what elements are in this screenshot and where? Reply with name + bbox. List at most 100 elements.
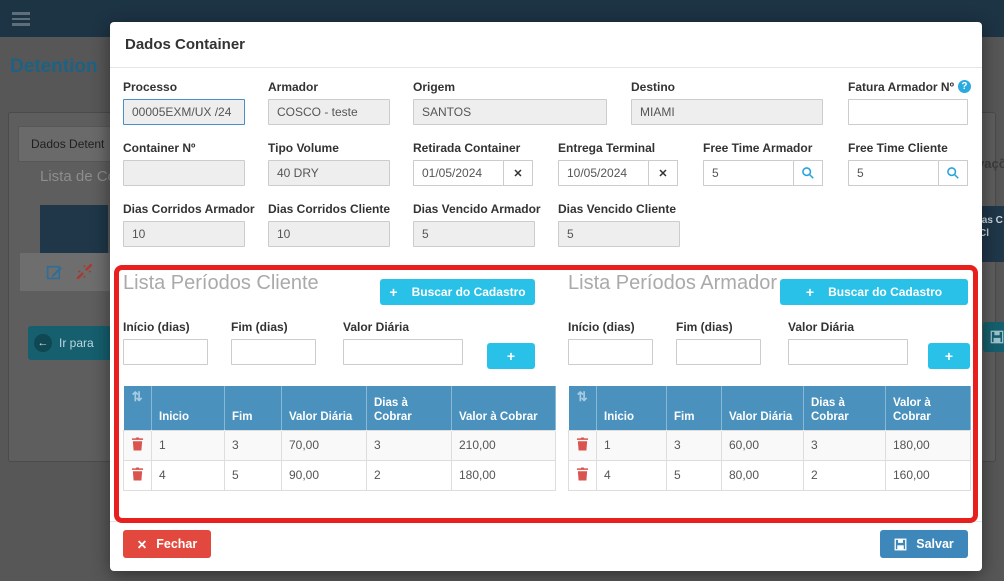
origem-field-group: Origem — [413, 80, 607, 125]
processo-input[interactable] — [123, 99, 245, 125]
edit-icon[interactable] — [46, 263, 63, 280]
lista-periodos-armador-title: Lista Períodos Armador — [568, 272, 777, 294]
floppy-icon — [894, 538, 907, 550]
armador-fim-input[interactable] — [676, 339, 761, 365]
menu-icon[interactable] — [12, 12, 30, 26]
fatura-label: Fatura Armador Nº? — [848, 80, 971, 94]
dados-container-modal: Dados Container Processo Armador Origem … — [110, 22, 982, 571]
tipo-volume-input — [268, 160, 390, 186]
dias-vencido-armador-input — [413, 221, 535, 247]
armador-inicio-field-group: Início (dias) — [568, 320, 653, 365]
free-time-cliente-field-group: Free Time Cliente — [848, 141, 968, 186]
fechar-button[interactable]: ✕ Fechar — [123, 530, 211, 558]
armador-row1-delete-button[interactable] — [576, 437, 589, 451]
free-time-cliente-search-button[interactable] — [938, 160, 968, 186]
table-row: 4 5 80,00 2 160,00 — [568, 459, 971, 491]
entrega-label: Entrega Terminal — [558, 141, 656, 155]
armador-col-valor-cobrar: Valor à Cobrar — [885, 386, 971, 430]
background-text-fragment: vaçõe — [977, 156, 1004, 171]
processo-label: Processo — [123, 80, 178, 94]
cliente-inicio-input[interactable] — [123, 339, 208, 365]
cliente-col-dias-cobrar: Dias à Cobrar — [366, 386, 452, 430]
cliente-inicio-field-group: Início (dias) — [123, 320, 208, 365]
free-time-cliente-input[interactable] — [848, 160, 938, 186]
tipo-volume-field-group: Tipo Volume — [268, 141, 390, 186]
buscar-cadastro-armador-button[interactable]: + Buscar do Cadastro — [780, 279, 968, 305]
table-row: 1 3 70,00 3 210,00 — [123, 429, 556, 461]
cliente-valor-label: Valor Diária — [343, 320, 410, 334]
armador-fim-field-group: Fim (dias) — [676, 320, 761, 365]
entrega-field-group: Entrega Terminal ✕ — [558, 141, 678, 186]
sort-icon: ⇅ — [131, 389, 143, 404]
background-table-header-cell — [40, 205, 108, 253]
cliente-inicio-label: Início (dias) — [123, 320, 190, 334]
table-row: 1 3 60,00 3 180,00 — [568, 429, 971, 461]
cliente-col-valor-cobrar: Valor à Cobrar — [451, 386, 556, 430]
armador-add-periodo-button[interactable]: + — [928, 343, 970, 369]
help-icon[interactable]: ? — [957, 80, 971, 93]
tipo-volume-label: Tipo Volume — [268, 141, 339, 155]
retirada-date-input[interactable] — [413, 160, 503, 186]
armador-row2-delete-button[interactable] — [576, 467, 589, 481]
buscar-cadastro-cliente-button[interactable]: + Buscar do Cadastro — [380, 279, 535, 305]
armador-valor-label: Valor Diária — [788, 320, 855, 334]
retirada-clear-button[interactable]: ✕ — [503, 160, 533, 186]
armador-sort-header[interactable]: ⇅ — [568, 386, 597, 430]
cliente-row2-delete-button[interactable] — [131, 467, 144, 481]
dias-vencido-cliente-input — [558, 221, 680, 247]
trash-icon — [576, 437, 589, 450]
container-field-group: Container Nº — [123, 141, 245, 186]
dias-corridos-armador-field-group: Dias Corridos Armador — [123, 202, 255, 247]
dias-vencido-cliente-label: Dias Vencido Cliente — [558, 202, 677, 216]
armador-inicio-input[interactable] — [568, 339, 653, 365]
cliente-fim-label: Fim (dias) — [231, 320, 288, 334]
lista-periodos-cliente-title: Lista Períodos Cliente — [123, 272, 319, 294]
dias-corridos-cliente-label: Dias Corridos Cliente — [268, 202, 391, 216]
cliente-col-inicio: Inicio — [151, 386, 225, 430]
unlink-icon[interactable] — [76, 263, 93, 280]
armador-col-valor-diaria: Valor Diária — [721, 386, 804, 430]
armador-fim-label: Fim (dias) — [676, 320, 733, 334]
trash-icon — [131, 437, 144, 450]
page-title: Detention — [10, 56, 98, 77]
dias-corridos-armador-label: Dias Corridos Armador — [123, 202, 255, 216]
close-icon: ✕ — [136, 537, 148, 552]
background-save-button-fragment[interactable] — [983, 322, 1004, 352]
modal-title: Dados Container — [125, 36, 246, 53]
clear-icon: ✕ — [658, 167, 668, 180]
clear-icon: ✕ — [513, 167, 523, 180]
dias-corridos-cliente-field-group: Dias Corridos Cliente — [268, 202, 390, 247]
fatura-input[interactable] — [848, 99, 968, 125]
cliente-row1-delete-button[interactable] — [131, 437, 144, 451]
modal-header: Dados Container — [110, 22, 982, 68]
ir-para-label: Ir para — [59, 336, 94, 350]
processo-field-group: Processo — [123, 80, 245, 125]
armador-col-dias-cobrar: Dias à Cobrar — [803, 386, 886, 430]
free-time-armador-search-button[interactable] — [793, 160, 823, 186]
armador-periodos-table: ⇅ Inicio Fim Valor Diária Dias à Cobrar … — [568, 386, 971, 491]
cliente-sort-header[interactable]: ⇅ — [123, 386, 152, 430]
destino-field-group: Destino — [631, 80, 823, 125]
entrega-date-input[interactable] — [558, 160, 648, 186]
dias-vencido-armador-label: Dias Vencido Armador — [413, 202, 541, 216]
free-time-armador-input[interactable] — [703, 160, 793, 186]
salvar-button[interactable]: Salvar — [880, 530, 968, 558]
plus-icon: + — [944, 348, 954, 364]
cliente-fim-input[interactable] — [231, 339, 316, 365]
plus-icon: + — [506, 348, 516, 364]
trash-icon — [131, 467, 144, 480]
origem-input — [413, 99, 607, 125]
armador-inicio-label: Início (dias) — [568, 320, 635, 334]
container-input — [123, 160, 245, 186]
plus-icon: + — [805, 284, 815, 300]
armador-col-inicio: Inicio — [596, 386, 667, 430]
cliente-periodos-table: ⇅ Inicio Fim Valor Diária Dias à Cobrar … — [123, 386, 556, 491]
cliente-valor-input[interactable] — [343, 339, 463, 365]
entrega-clear-button[interactable]: ✕ — [648, 160, 678, 186]
armador-valor-input[interactable] — [788, 339, 908, 365]
ir-para-button[interactable]: ← Ir para — [28, 326, 114, 360]
background-list-label: Lista de Con — [40, 168, 125, 185]
dias-vencido-cliente-field-group: Dias Vencido Cliente — [558, 202, 680, 247]
cliente-add-periodo-button[interactable]: + — [487, 343, 535, 369]
free-time-armador-label: Free Time Armador — [703, 141, 813, 155]
